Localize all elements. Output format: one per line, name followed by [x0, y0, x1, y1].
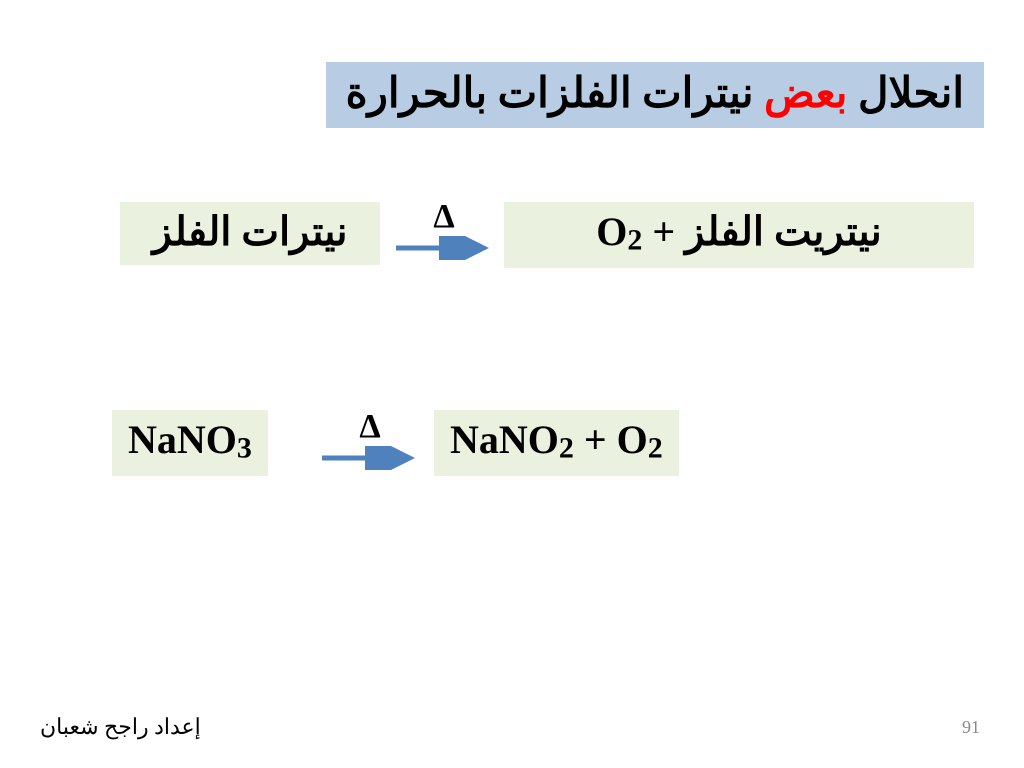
eq2-product-nano: NaNO [450, 417, 559, 462]
title-post: نيترات الفلزات بالحرارة [346, 71, 764, 117]
title-highlight: بعض [764, 71, 847, 117]
eq1-product-o: O2 [596, 209, 642, 254]
arrow-icon [394, 236, 494, 260]
footer-page-number: 91 [962, 717, 980, 738]
eq2-arrow-group: Δ [320, 446, 420, 475]
eq1-o-sub: 2 [627, 224, 642, 257]
eq1-reactant-box: نيترات الفلز [120, 202, 380, 265]
eq2-delta: Δ [359, 408, 380, 446]
eq1-product-box: نيتريت الفلز + O2 [504, 202, 974, 268]
eq2-product-box: NaNO2 + O2 [434, 410, 679, 476]
footer-author: إعداد راجح شعبان [40, 714, 201, 740]
eq1-o-symbol: O [596, 209, 627, 254]
eq2-reactant-box: NaNO3 [112, 410, 268, 476]
eq2-reactant-sub: 3 [237, 432, 252, 465]
slide: انحلال بعض نيترات الفلزات بالحرارة نيترا… [0, 0, 1024, 768]
eq2-product-nano-sub: 2 [559, 432, 574, 465]
slide-title: انحلال بعض نيترات الفلزات بالحرارة [326, 62, 984, 128]
eq1-reactant-text: نيترات الفلز [153, 209, 348, 254]
eq1-delta: Δ [433, 198, 454, 236]
eq2-product-o-sub: 2 [648, 432, 663, 465]
eq2-reactant-nano: NaNO [128, 417, 237, 462]
title-pre: انحلال [847, 71, 964, 117]
eq2-product-plus: + O [574, 417, 648, 462]
eq1-arrow-group: Δ [394, 236, 494, 265]
eq1-product-text: نيتريت الفلز + [642, 209, 881, 254]
arrow-icon [320, 446, 420, 470]
